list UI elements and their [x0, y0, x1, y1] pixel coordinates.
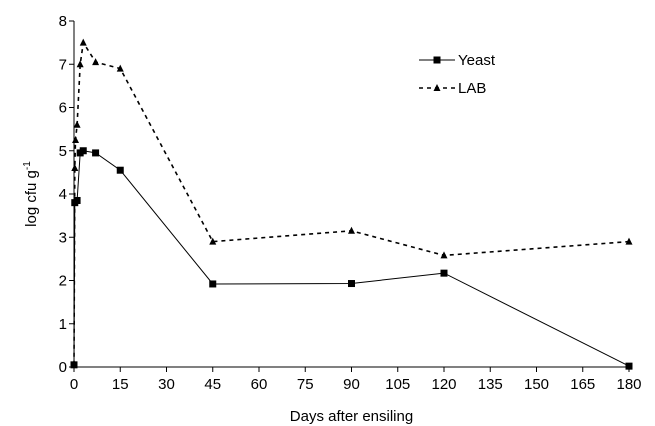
x-tick-label: 90	[343, 376, 360, 393]
series-yeast-point	[440, 269, 448, 277]
x-tick-label: 120	[431, 376, 456, 393]
series-yeast-point	[73, 196, 81, 204]
y-tick-label: 0	[59, 359, 67, 376]
x-tick-label: 0	[70, 376, 78, 393]
x-tick-label: 150	[524, 376, 549, 393]
axes	[73, 21, 629, 368]
y-tick-label: 1	[59, 316, 67, 333]
y-axis-title: log cfu g-1	[22, 161, 40, 227]
series-lab-point	[76, 60, 84, 68]
series-yeast-point	[79, 147, 87, 155]
x-axis-title: Days after ensiling	[290, 408, 413, 425]
legend-swatch-marker	[433, 84, 441, 91]
series-lab-point	[116, 64, 124, 72]
y-ticks: 0 1 2 3 4 5 6 7 8	[59, 13, 74, 376]
series-lab-point	[79, 38, 87, 46]
y-tick-label: 8	[59, 13, 67, 30]
series-lab-point	[71, 164, 79, 172]
x-tick-label: 180	[616, 376, 641, 393]
series-layer	[70, 38, 633, 370]
series-lab-point	[440, 251, 448, 259]
series-lab-point	[209, 237, 217, 245]
series-lab-point	[348, 226, 355, 234]
legend-item-yeast: Yeast	[419, 52, 496, 69]
y-axis-title-text: log cfu g	[23, 170, 40, 227]
series-lab-point	[625, 237, 633, 245]
legend-label: LAB	[458, 80, 486, 97]
legend-item-lab: LAB	[419, 80, 486, 97]
x-tick-label: 30	[158, 376, 175, 393]
x-tick-label: 165	[570, 376, 595, 393]
series-lab-point	[92, 58, 100, 66]
series-yeast	[70, 147, 633, 370]
series-lab-point	[73, 120, 81, 128]
x-tick-label: 75	[297, 376, 314, 393]
legend-swatch-marker	[433, 56, 441, 64]
y-axis-title-superscript: -1	[22, 161, 33, 170]
series-lab	[70, 38, 633, 368]
y-tick-label: 3	[59, 229, 67, 246]
x-tick-label: 135	[478, 376, 503, 393]
series-yeast-point	[625, 362, 633, 370]
y-tick-label: 6	[59, 100, 67, 117]
x-tick-label: 105	[385, 376, 410, 393]
y-tick-label: 5	[59, 143, 67, 160]
y-tick-label: 7	[59, 56, 67, 73]
x-ticks: 0 15 30 45 60 75 90 105 120 135 150 165 180	[70, 367, 642, 393]
series-yeast-point	[348, 280, 355, 288]
series-lab-point	[70, 360, 78, 368]
series-yeast-line	[73, 150, 630, 367]
x-tick-label: 45	[204, 376, 221, 393]
x-tick-label: 15	[112, 376, 129, 393]
series-yeast-point	[116, 166, 124, 174]
x-tick-label: 60	[251, 376, 268, 393]
legend-label: Yeast	[458, 52, 496, 69]
series-lab-line	[73, 40, 630, 365]
y-tick-label: 4	[59, 186, 67, 203]
series-yeast-point	[209, 280, 217, 288]
y-tick-label: 2	[59, 273, 67, 290]
series-yeast-point	[92, 149, 100, 157]
legend: Yeast LAB	[419, 52, 496, 97]
series-lab-point	[72, 135, 80, 143]
